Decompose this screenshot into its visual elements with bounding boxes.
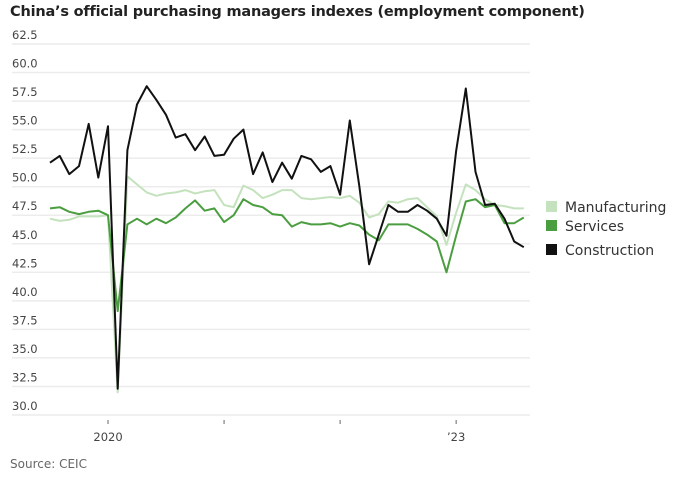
- y-tick-label: 37.5: [12, 313, 38, 327]
- series-line-construction: [49, 85, 525, 390]
- y-tick-label: 42.5: [12, 256, 38, 270]
- y-tick-label: 45.0: [12, 228, 38, 242]
- series-line-manufacturing: [49, 175, 524, 394]
- legend-label-construction: Construction: [565, 243, 654, 259]
- legend-label-services: Services: [565, 219, 624, 235]
- legend-swatch-construction: [546, 244, 557, 255]
- series-line-services: [49, 198, 525, 313]
- y-tick-label: 30.0: [12, 399, 38, 413]
- x-tick-label: 2020: [93, 430, 122, 444]
- y-tick-label: 57.5: [12, 85, 38, 99]
- y-tick-label: 32.5: [12, 370, 38, 384]
- legend-label-manufacturing: Manufacturing: [565, 200, 666, 216]
- y-tick-label: 35.0: [12, 342, 38, 356]
- source-note: Source: CEIC: [10, 457, 87, 471]
- y-tick-label: 50.0: [12, 171, 38, 185]
- x-tick-label: ’23: [447, 430, 465, 444]
- y-tick-label: 62.5: [12, 28, 38, 42]
- y-tick-label: 60.0: [12, 57, 38, 71]
- legend-swatch-services: [546, 220, 557, 231]
- y-tick-label: 52.5: [12, 142, 38, 156]
- y-tick-label: 55.0: [12, 114, 38, 128]
- legend-swatch-manufacturing: [546, 201, 557, 212]
- y-tick-label: 47.5: [12, 199, 38, 213]
- chart-title: China’s official purchasing managers ind…: [10, 4, 585, 20]
- y-tick-label: 40.0: [12, 285, 38, 299]
